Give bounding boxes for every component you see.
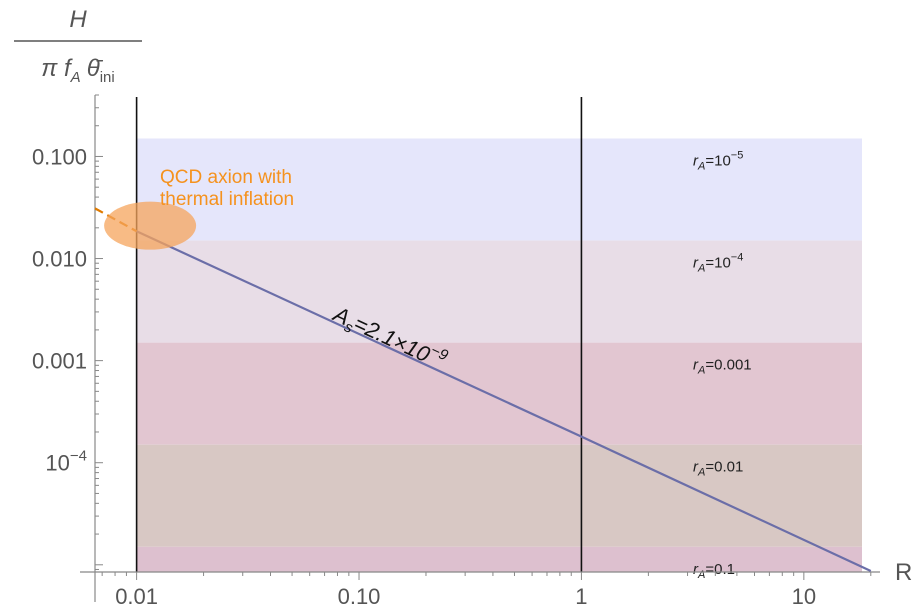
y-axis-label-denominator: π fA θ̄ini: [41, 55, 114, 86]
axes: 0.01 0.10 1 10 0.100 0.010 0.001 10−4: [32, 94, 880, 609]
x-tick-label-0: 0.01: [115, 584, 158, 609]
reference-lines: [135, 97, 583, 572]
series-line-extrapolated: [94, 207, 138, 233]
band-1: [136, 240, 862, 343]
band-label-3: rA=0.01: [693, 459, 743, 479]
x-tick-label-3: 10: [792, 584, 816, 609]
band-label-1: rA=10−4: [693, 252, 743, 275]
annotation-text-line-1: thermal inflation: [160, 189, 294, 210]
y-tick-label-2: 0.001: [32, 349, 87, 374]
x-axis-label: R: [895, 559, 912, 586]
y-tick-label-1: 0.010: [32, 247, 87, 272]
band-label-2: rA=0.001: [693, 357, 752, 377]
band-2: [136, 342, 862, 445]
band-4: [136, 546, 862, 572]
x-tick-label-1: 0.10: [338, 584, 381, 609]
series-line: [136, 230, 872, 572]
annotation-text-line-0: QCD axion with: [160, 167, 292, 188]
x-tick-label-2: 1: [575, 584, 587, 609]
band-0: [136, 138, 862, 241]
band-3: [136, 444, 862, 547]
y-tick-label-3: 10−4: [45, 448, 87, 476]
label-layer: H π fA θ̄ini R: [14, 6, 912, 586]
band-label-4: rA=0.1: [693, 561, 735, 581]
annotation-ellipse: [104, 201, 197, 250]
band-layer: rA=10−5 rA=10−4 rA=0.001 rA=0.01 rA=0.1: [136, 138, 862, 581]
y-axis-label-numerator: H: [69, 6, 87, 33]
y-tick-label-0: 0.100: [32, 144, 87, 169]
band-label-0: rA=10−5: [693, 149, 743, 172]
